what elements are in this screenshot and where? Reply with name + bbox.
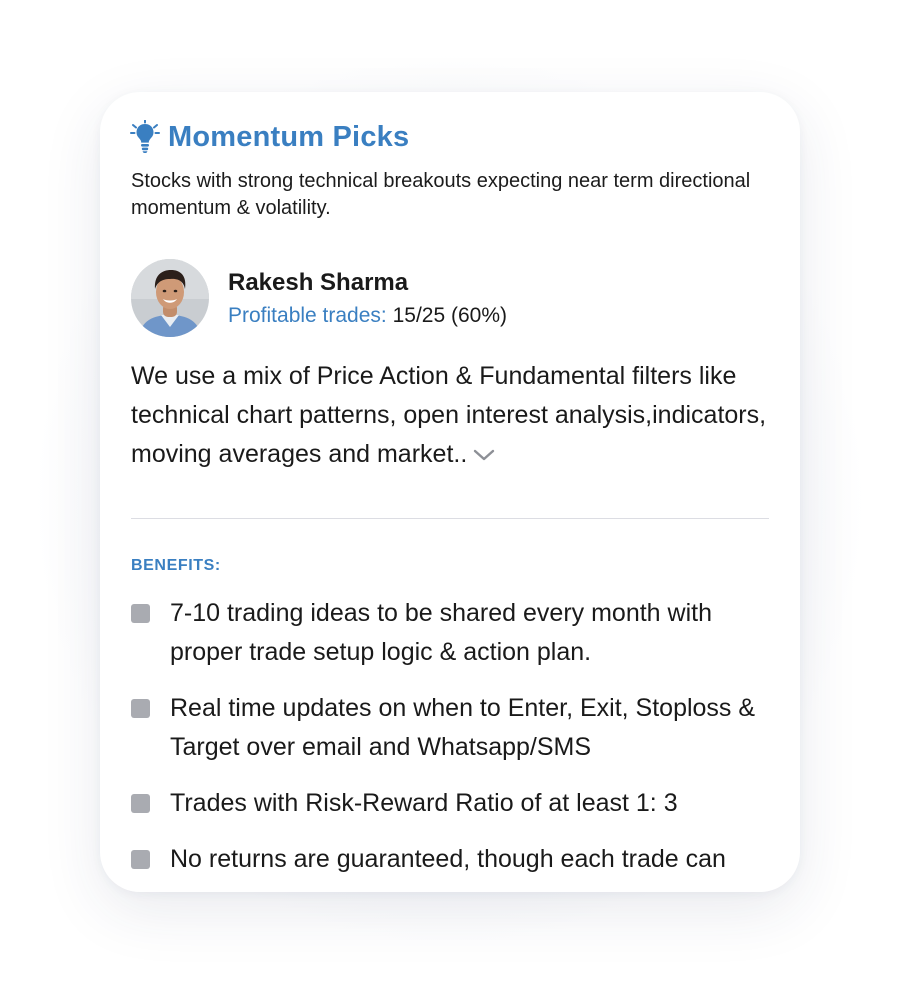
benefit-item: No returns are guaranteed, though each t… xyxy=(131,840,781,879)
card-subtitle: Stocks with strong technical breakouts e… xyxy=(131,170,751,219)
bullet-square-icon xyxy=(131,850,150,869)
profitable-trades-value: 15/25 (60%) xyxy=(392,303,508,327)
description-text: We use a mix of Price Action & Fundament… xyxy=(131,362,767,468)
chevron-down-icon[interactable] xyxy=(473,448,495,462)
divider xyxy=(131,518,769,519)
momentum-picks-card[interactable]: Momentum Picks Stocks with strong techni… xyxy=(100,92,800,892)
benefit-item: Real time updates on when to Enter, Exit… xyxy=(131,689,781,767)
strategy-description: We use a mix of Price Action & Fundament… xyxy=(131,357,791,474)
bullet-square-icon xyxy=(131,794,150,813)
author-block: Rakesh Sharma Profitable trades: 15/25 (… xyxy=(131,259,507,337)
avatar xyxy=(131,259,209,337)
lightbulb-icon xyxy=(130,120,160,153)
benefit-text: Real time updates on when to Enter, Exit… xyxy=(170,694,756,761)
benefit-text: 7-10 trading ideas to be shared every mo… xyxy=(170,599,712,666)
benefit-text: Trades with Risk-Reward Ratio of at leas… xyxy=(170,789,678,817)
benefits-list: 7-10 trading ideas to be shared every mo… xyxy=(131,594,781,892)
benefit-item: Trades with Risk-Reward Ratio of at leas… xyxy=(131,784,781,823)
profitable-trades-label: Profitable trades: xyxy=(228,303,387,327)
benefits-heading: BENEFITS: xyxy=(131,557,221,574)
bullet-square-icon xyxy=(131,604,150,623)
card-header: Momentum Picks xyxy=(130,120,409,154)
card-title: Momentum Picks xyxy=(168,120,410,153)
profitable-trades: Profitable trades: 15/25 (60%) xyxy=(228,304,507,328)
bullet-square-icon xyxy=(131,699,150,718)
benefit-item: 7-10 trading ideas to be shared every mo… xyxy=(131,594,781,672)
benefit-text: No returns are guaranteed, though each t… xyxy=(170,845,726,873)
author-info: Rakesh Sharma Profitable trades: 15/25 (… xyxy=(228,269,507,328)
author-name: Rakesh Sharma xyxy=(228,268,409,296)
